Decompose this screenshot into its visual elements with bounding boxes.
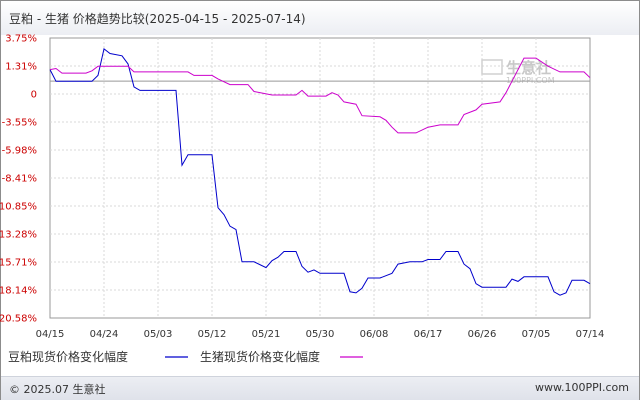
y-tick-label: -18.14% <box>0 286 37 297</box>
x-tick-label: 07/05 <box>522 329 551 340</box>
x-tick-label: 05/12 <box>198 329 227 340</box>
x-tick-label: 06/17 <box>414 329 443 340</box>
legend-label-1: 豆粕现货价格变化幅度 <box>8 349 128 364</box>
x-axis-ticks: 04/15 04/24 05/03 05/12 05/21 05/30 06/08 06/17… <box>36 329 605 340</box>
x-tick-label: 04/24 <box>90 329 119 340</box>
y-tick-label: -20.58% <box>0 314 37 325</box>
x-tick-label: 05/21 <box>252 329 281 340</box>
y-tick-label: 3.75% <box>5 34 37 45</box>
x-tick-label: 06/08 <box>360 329 389 340</box>
footer-url[interactable]: www.100PPI.com <box>535 381 629 394</box>
series-group <box>49 48 591 296</box>
series-line-2 <box>49 57 591 134</box>
y-tick-label: -5.98% <box>2 146 37 157</box>
x-tick-label: 05/30 <box>306 329 335 340</box>
x-tick-label: 07/14 <box>576 329 605 340</box>
watermark: 生意社 100PPI.COM <box>481 59 555 85</box>
y-tick-label: -13.28% <box>0 230 37 241</box>
y-tick-label: -10.85% <box>0 202 37 213</box>
y-axis-ticks: 3.75% 1.31% 0 -3.55% -5.98% -8.41% -10.85% -13.… <box>0 34 37 325</box>
watermark-logo-icon <box>481 59 503 75</box>
footer-bar: © 2025.07 生意社 www.100PPI.com <box>1 376 639 400</box>
y-tick-label: 0 <box>31 90 37 101</box>
footer-copyright: © 2025.07 生意社 <box>9 383 106 396</box>
watermark-name: 生意社 <box>506 59 551 77</box>
grid <box>50 38 590 318</box>
x-tick-label: 06/26 <box>468 329 497 340</box>
x-tick-label: 04/15 <box>36 329 65 340</box>
y-tick-label: -3.55% <box>2 118 37 129</box>
legend: 豆粕现货价格变化幅度 生猪现货价格变化幅度 <box>8 349 363 364</box>
y-tick-label: 1.31% <box>5 62 37 73</box>
y-tick-label: -15.71% <box>0 258 37 269</box>
y-tick-label: -8.41% <box>2 174 37 185</box>
legend-label-2: 生猪现货价格变化幅度 <box>200 349 320 364</box>
chart-title: 豆粕 - 生猪 价格趋势比较(2025-04-15 - 2025-07-14) <box>9 12 306 26</box>
series-line-1 <box>49 48 591 296</box>
watermark-url: 100PPI.COM <box>506 76 555 85</box>
x-tick-label: 05/03 <box>144 329 173 340</box>
title-bar: 豆粕 - 生猪 价格趋势比较(2025-04-15 - 2025-07-14) <box>1 1 639 35</box>
